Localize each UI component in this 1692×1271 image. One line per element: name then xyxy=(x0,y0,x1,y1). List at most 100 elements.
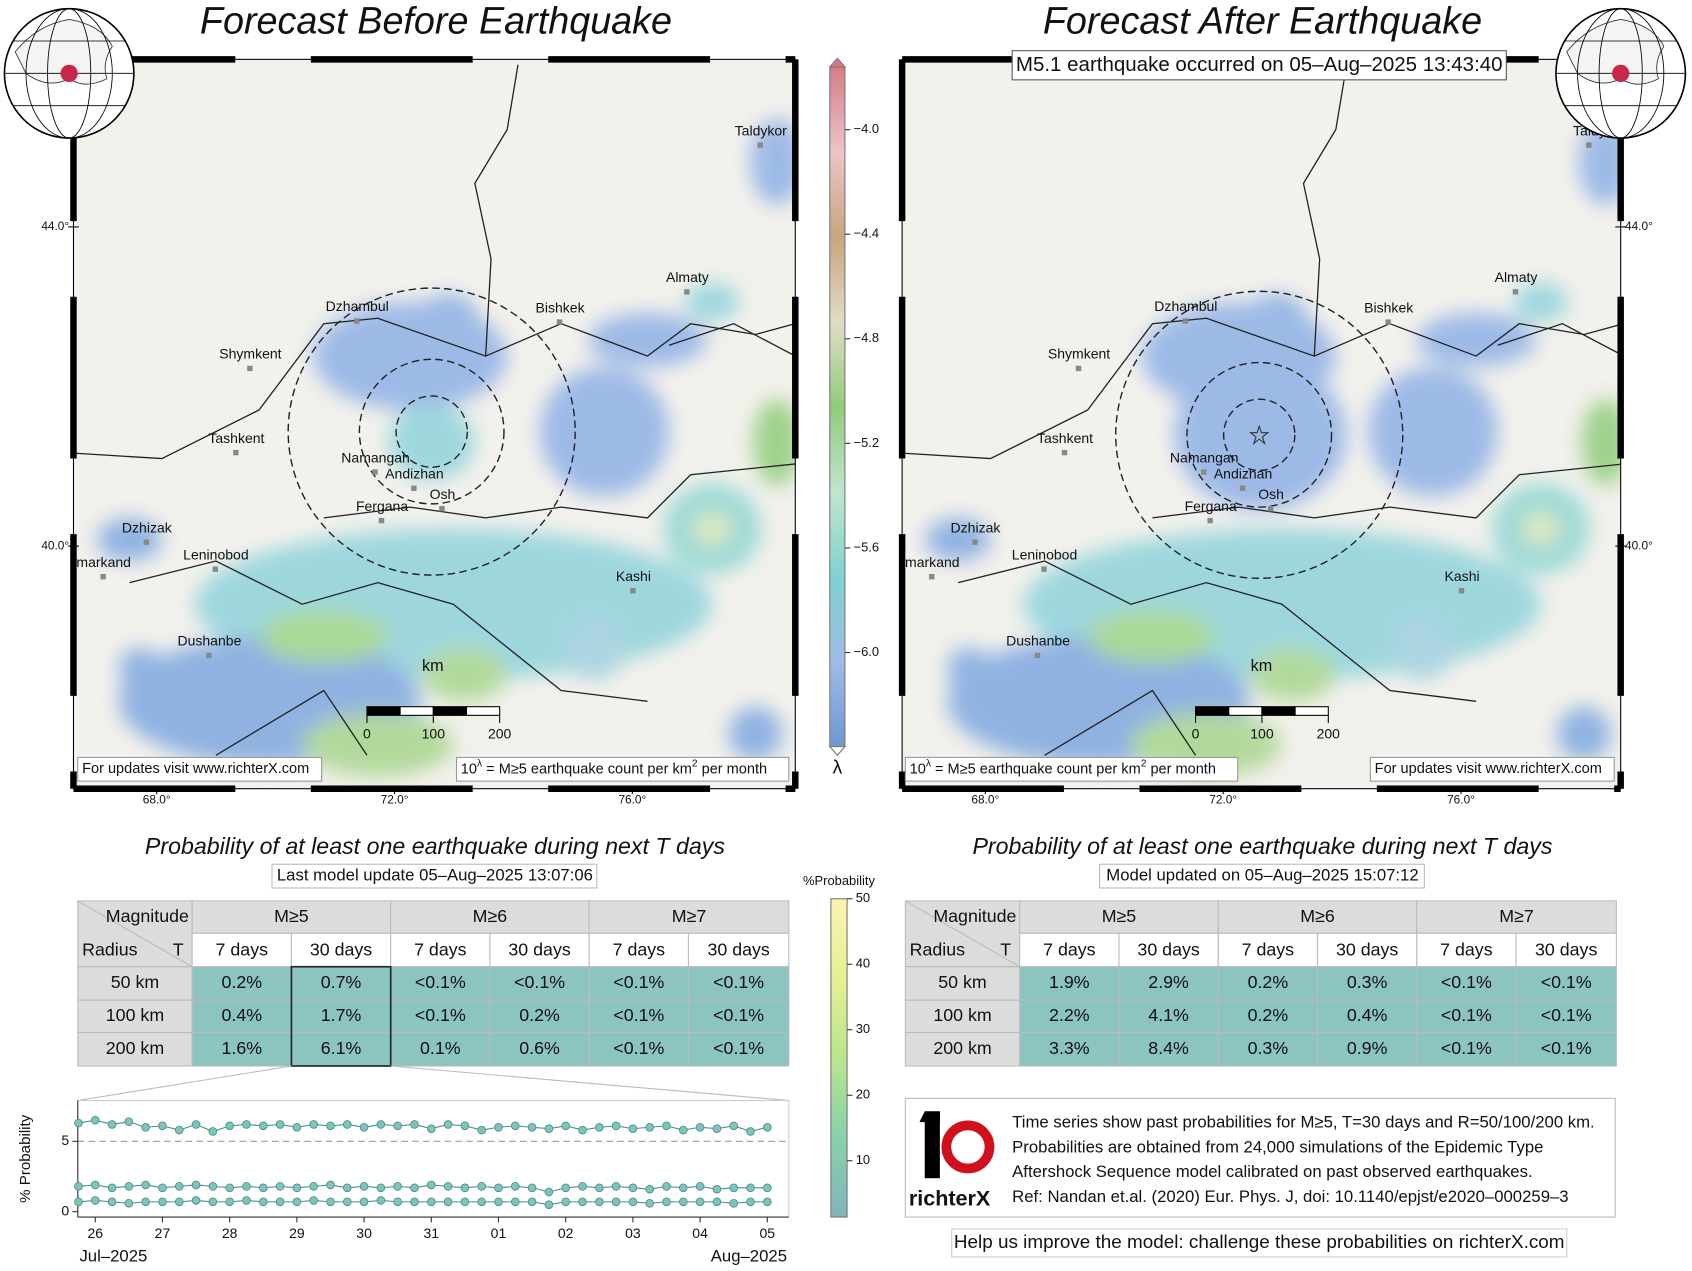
series-point xyxy=(662,1197,671,1207)
city-marker xyxy=(439,506,445,512)
probability-value: <0.1% xyxy=(1441,972,1492,992)
probability-value: <0.1% xyxy=(514,972,565,992)
series-point xyxy=(561,1183,571,1193)
map: Taldykor Almaty Dzhambul Bishkek Shymkent Tas… xyxy=(73,59,796,789)
series-point xyxy=(326,1180,335,1190)
panel-subtitle: Model updated on 05–Aug–2025 15:07:12 xyxy=(1106,866,1418,885)
series-point xyxy=(628,1183,638,1193)
panel-title: Probability of at least one earthquake d… xyxy=(972,833,1552,859)
table-cell xyxy=(687,999,790,1034)
table-cell xyxy=(489,1032,590,1067)
intensity-blob xyxy=(1557,706,1611,761)
series-point xyxy=(527,1183,537,1193)
series-point xyxy=(510,1197,520,1207)
series-point xyxy=(678,1125,688,1135)
series-point xyxy=(578,1125,587,1135)
y-tick-label: 5 xyxy=(61,1132,69,1148)
series-point xyxy=(729,1121,739,1131)
x-tick-label: 01 xyxy=(491,1225,507,1241)
border xyxy=(129,560,648,702)
city-label: Tashkent xyxy=(1037,430,1093,446)
scale-tick-label: 200 xyxy=(488,725,512,741)
series-point xyxy=(90,1196,100,1205)
window-label: 7 days xyxy=(414,939,467,959)
subtitle-box xyxy=(1099,863,1425,889)
series-point xyxy=(460,1183,470,1193)
series-point xyxy=(225,1197,234,1207)
magnitude-header: Magnitude xyxy=(106,906,189,926)
city-label: Namangan xyxy=(1170,449,1239,465)
series-point xyxy=(578,1197,587,1207)
city-label: markand xyxy=(905,554,960,570)
city-label: Leninobod xyxy=(1012,546,1077,562)
series-point xyxy=(510,1121,520,1131)
probability-value: 0.3% xyxy=(1248,1038,1289,1058)
border xyxy=(215,689,368,756)
colorbar-tick-label: 10 xyxy=(856,1152,870,1167)
window-label: 7 days xyxy=(1043,939,1096,959)
series-point xyxy=(326,1121,335,1131)
probability-value: <0.1% xyxy=(1541,1005,1592,1025)
table-cell xyxy=(904,1032,1021,1067)
colorbar-tick-label: 20 xyxy=(856,1087,870,1102)
probability-value: 1.7% xyxy=(321,1005,362,1025)
city-label: Fergana xyxy=(1185,498,1237,514)
x-tick-label: 30 xyxy=(356,1225,372,1241)
quake-annotation: M5.1 earthquake occurred on 05–Aug–2025 … xyxy=(1016,53,1503,76)
lat-tick-label: 44.0° xyxy=(41,219,69,233)
connector xyxy=(390,1065,789,1102)
series-point xyxy=(174,1182,184,1191)
series-point xyxy=(494,1122,503,1132)
border xyxy=(1152,463,1621,519)
probability-value: 1.9% xyxy=(1049,972,1090,992)
x-tick-label: 05 xyxy=(760,1225,776,1241)
series-point xyxy=(527,1122,537,1132)
intensity-blob xyxy=(753,399,796,486)
header-cell xyxy=(191,932,292,968)
probability-value: <0.1% xyxy=(415,1005,466,1025)
x-tick-label: 28 xyxy=(222,1225,238,1241)
colorbar-tick-label: −5.2 xyxy=(854,435,880,450)
series-point xyxy=(746,1183,755,1193)
density-note-part: per month xyxy=(1146,761,1216,777)
series-point xyxy=(611,1121,621,1131)
probability-value: 6.1% xyxy=(321,1038,362,1058)
intensity-blob xyxy=(1513,282,1568,322)
scale-segment xyxy=(399,706,434,716)
city-marker xyxy=(1586,142,1592,148)
table-cell xyxy=(77,966,193,1001)
scale-tick-label: 100 xyxy=(1250,725,1274,741)
probability-value: 0.9% xyxy=(1347,1038,1388,1058)
series-point xyxy=(124,1198,134,1208)
city-label: Dushanbe xyxy=(177,633,241,649)
series-point xyxy=(258,1121,268,1131)
probability-value: 0.4% xyxy=(1347,1005,1388,1025)
series-point xyxy=(695,1122,705,1132)
series-point xyxy=(645,1122,655,1132)
series-point xyxy=(712,1124,722,1133)
lon-tick-label: 72.0° xyxy=(381,793,409,807)
magnitude-label: M≥6 xyxy=(1300,906,1335,926)
logo-text: richterX xyxy=(909,1185,991,1210)
intensity-blob xyxy=(1416,312,1536,367)
colorbar-extend xyxy=(828,746,847,757)
series-point xyxy=(712,1184,722,1194)
series-point xyxy=(342,1183,352,1193)
magnitude-label: M≥5 xyxy=(274,906,309,926)
city-marker xyxy=(684,289,690,295)
city-label: Kashi xyxy=(1445,568,1480,584)
city-label: Dzhambul xyxy=(1154,298,1217,314)
series-point xyxy=(762,1122,772,1132)
radius-circle xyxy=(1222,398,1296,472)
colorbar-tick-label: 30 xyxy=(856,1021,870,1036)
table-cell xyxy=(687,1032,790,1067)
series-point xyxy=(242,1182,251,1191)
city-marker xyxy=(1034,652,1041,659)
series-point xyxy=(746,1127,755,1136)
series-point xyxy=(141,1122,150,1132)
intensity-blob xyxy=(1368,366,1498,497)
annotation-box xyxy=(1011,50,1507,81)
city-label: Namangan xyxy=(341,449,410,465)
t-header: T xyxy=(173,939,184,959)
series-point xyxy=(174,1197,184,1207)
